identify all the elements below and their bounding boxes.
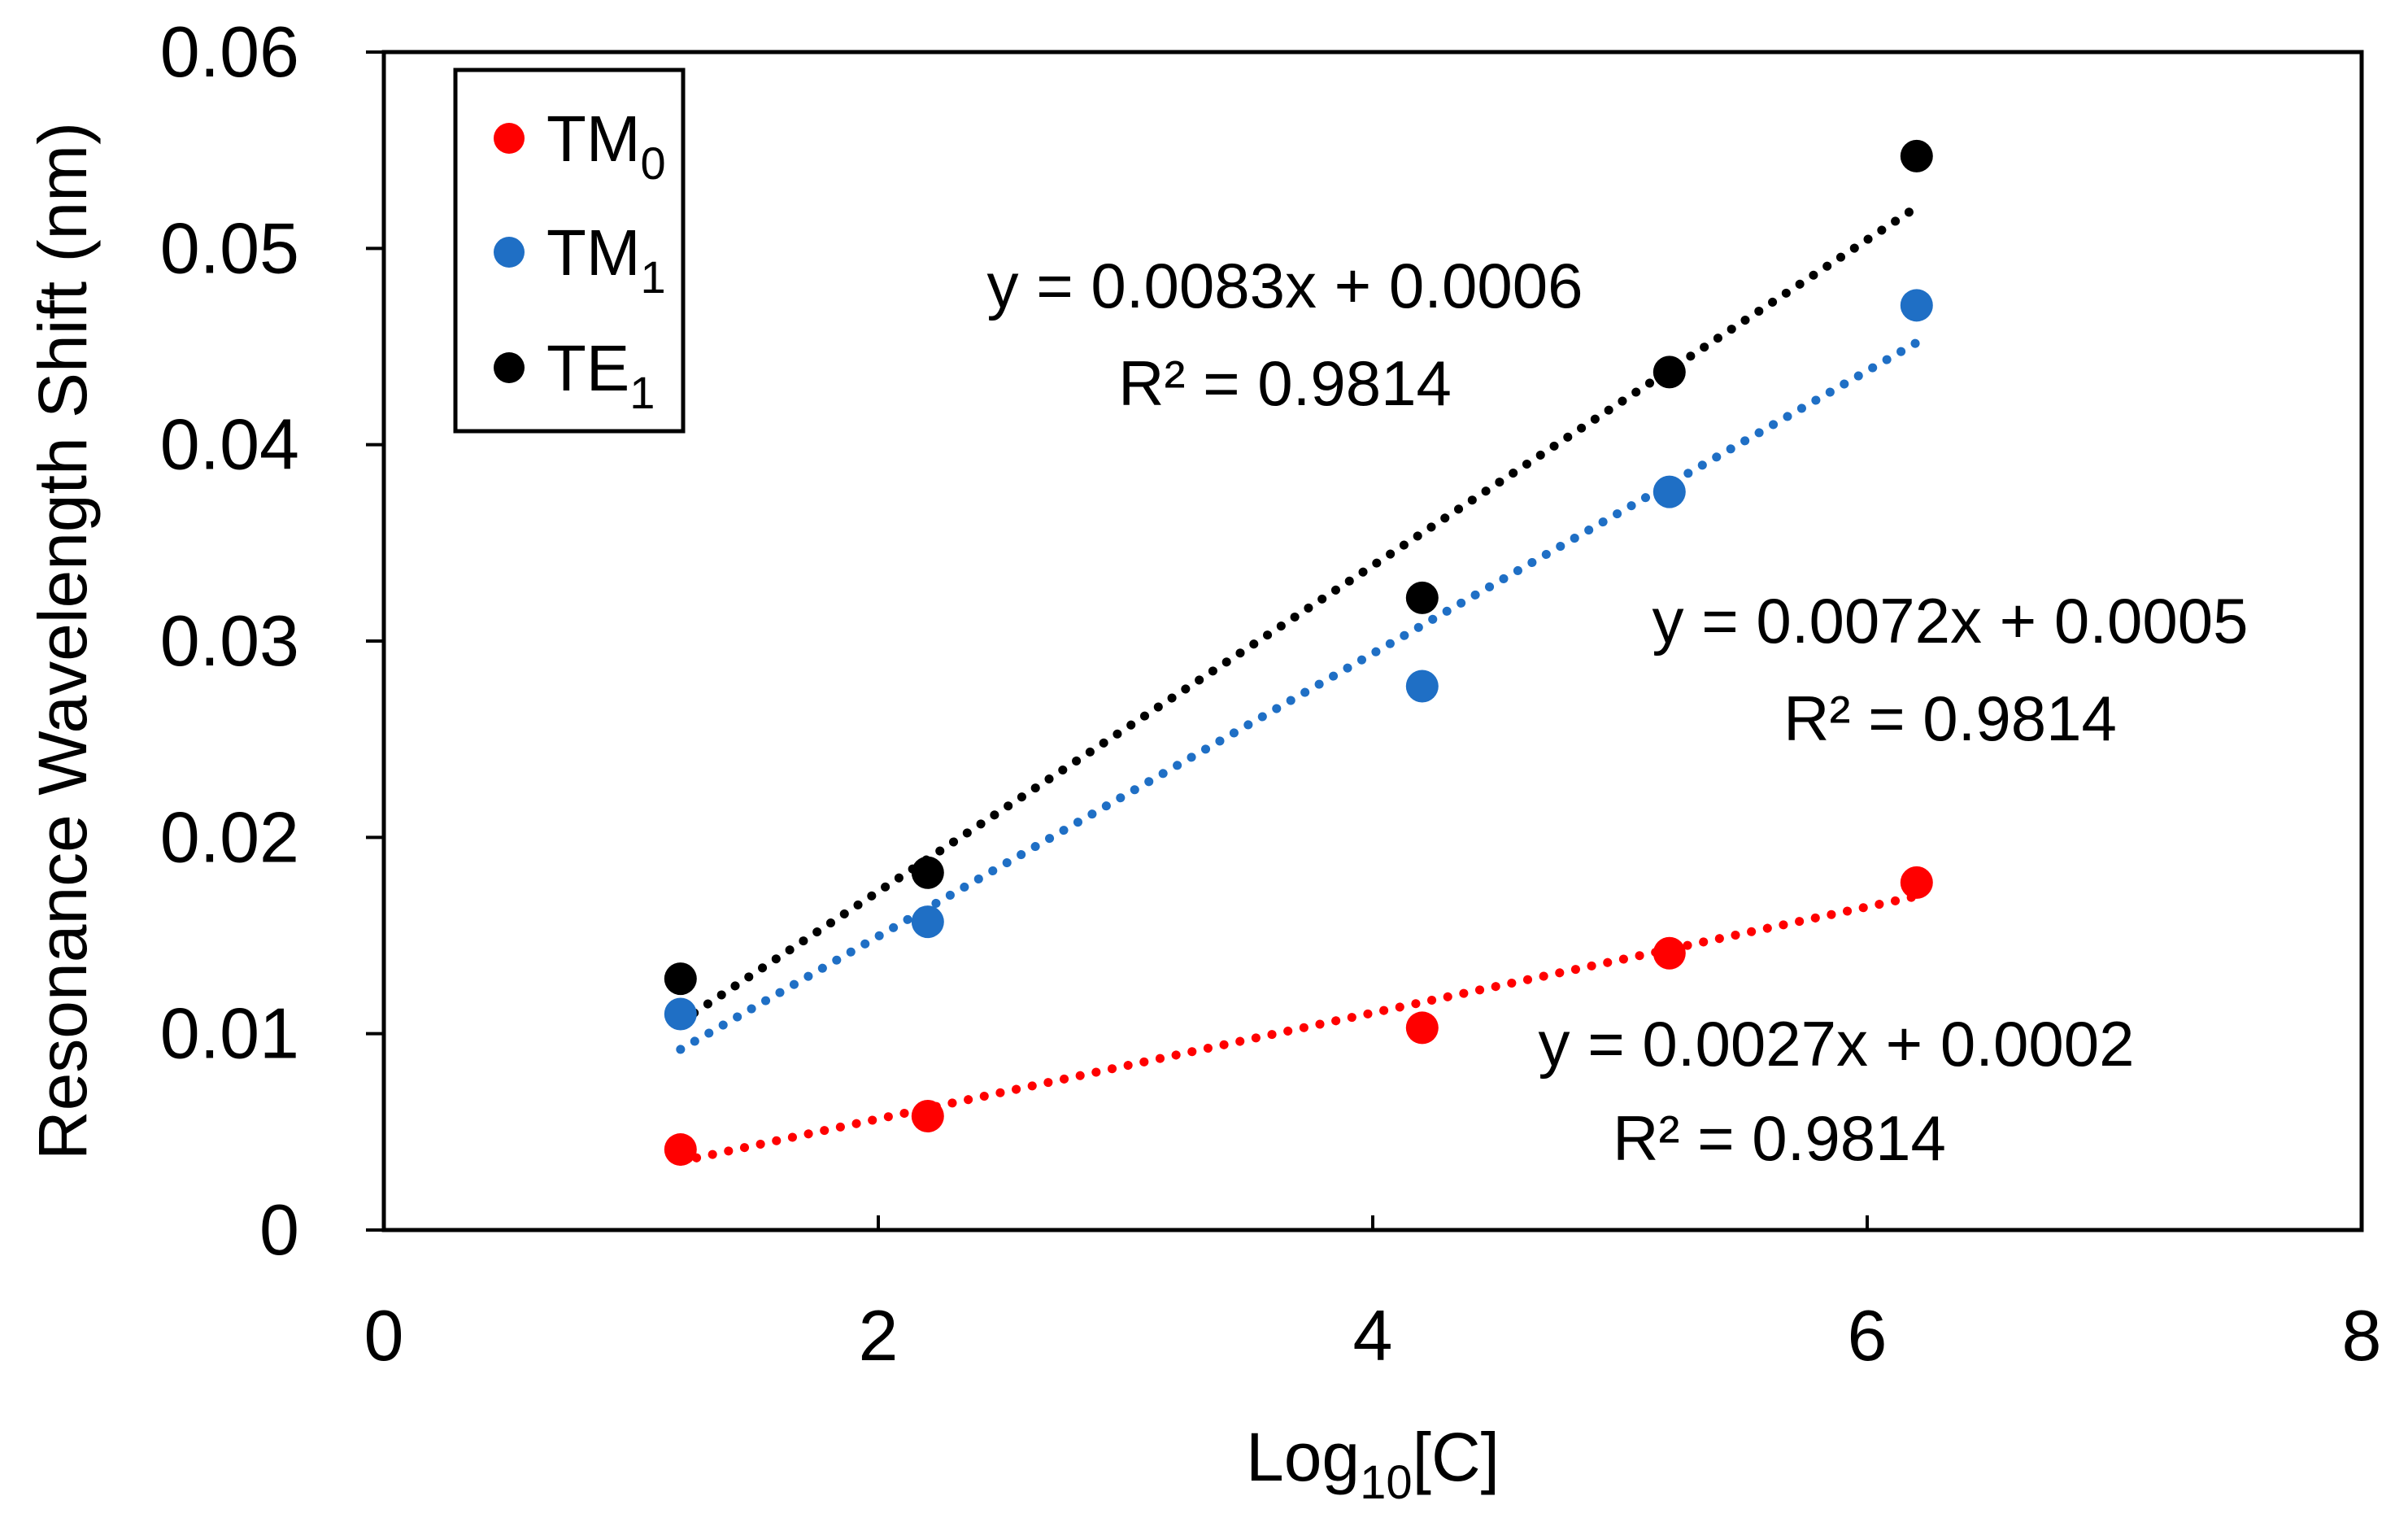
point-te1 bbox=[1900, 139, 1933, 172]
point-tm1 bbox=[911, 905, 944, 939]
point-tm0 bbox=[911, 1100, 944, 1133]
point-te1 bbox=[911, 856, 944, 889]
x-tick-label: 8 bbox=[2342, 1295, 2382, 1376]
x-tick-label: 2 bbox=[859, 1295, 899, 1376]
legend-box bbox=[453, 68, 686, 434]
legend-marker-tm1 bbox=[494, 237, 525, 268]
y-tick-label: 0.01 bbox=[160, 993, 299, 1074]
point-tm1 bbox=[664, 997, 697, 1031]
trendline-tm0 bbox=[676, 892, 1922, 1167]
legend-marker-tm0 bbox=[494, 123, 525, 154]
point-tm0 bbox=[664, 1133, 697, 1167]
tm1-equation: y = 0.0072x + 0.0005 bbox=[1653, 585, 2249, 656]
trendline-tm1 bbox=[676, 338, 1922, 1054]
legend: TM0 TM1 TE1 bbox=[453, 68, 686, 434]
x-tick-label: 6 bbox=[1848, 1295, 1888, 1376]
data-points bbox=[664, 139, 1933, 1167]
point-tm0 bbox=[1653, 936, 1686, 970]
point-tm1 bbox=[1405, 670, 1439, 703]
trendline-te1 bbox=[676, 203, 1922, 1027]
point-te1 bbox=[1653, 356, 1686, 389]
tm0-r2: R² = 0.9814 bbox=[1613, 1102, 1946, 1174]
te1-r2: R² = 0.9814 bbox=[1118, 347, 1452, 419]
y-tick-label: 0.05 bbox=[160, 207, 299, 288]
legend-label-te1: TE1 bbox=[546, 332, 655, 418]
te1-equation: y = 0.0083x + 0.0006 bbox=[987, 250, 1583, 321]
y-axis-title: Resonance Wavelength Shift (nm) bbox=[24, 122, 101, 1160]
y-tick-label: 0.02 bbox=[160, 796, 299, 877]
point-te1 bbox=[664, 962, 697, 996]
point-tm1 bbox=[1653, 475, 1686, 508]
x-axis-title: Log10[C] bbox=[1246, 1419, 1500, 1509]
y-tick-label: 0.04 bbox=[160, 404, 299, 485]
legend-marker-te1 bbox=[494, 352, 525, 383]
legend-label-tm0: TM0 bbox=[546, 103, 666, 189]
y-tick-label: 0 bbox=[259, 1189, 299, 1270]
y-axis-ticks: 0 0.01 0.02 0.03 0.04 0.05 0.06 bbox=[160, 11, 384, 1270]
x-axis-ticks: 0 2 4 6 8 bbox=[364, 1215, 2382, 1376]
tm1-r2: R² = 0.9814 bbox=[1783, 683, 2117, 754]
point-tm0 bbox=[1405, 1011, 1439, 1045]
trendlines bbox=[676, 203, 1922, 1167]
point-te1 bbox=[1405, 581, 1439, 614]
x-tick-label: 4 bbox=[1353, 1295, 1393, 1376]
point-tm0 bbox=[1900, 866, 1933, 899]
point-tm1 bbox=[1900, 289, 1933, 322]
y-tick-label: 0.06 bbox=[160, 11, 299, 92]
y-tick-label: 0.03 bbox=[160, 600, 299, 681]
legend-label-tm1: TM1 bbox=[546, 216, 666, 303]
tm0-equation: y = 0.0027x + 0.0002 bbox=[1539, 1008, 2135, 1080]
x-tick-label: 0 bbox=[364, 1295, 404, 1376]
